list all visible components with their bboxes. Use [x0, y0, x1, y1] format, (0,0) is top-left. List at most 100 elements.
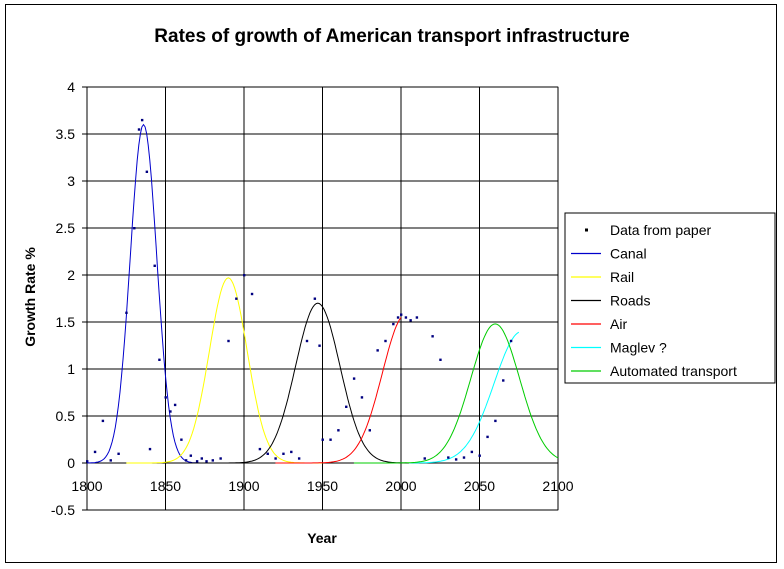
data-point	[109, 459, 112, 462]
legend-entry-label: Automated transport	[610, 363, 737, 379]
data-point	[439, 358, 442, 361]
data-point	[396, 316, 400, 319]
x-tick-label: 2000	[385, 478, 416, 494]
data-point	[137, 128, 141, 131]
data-point	[205, 460, 208, 463]
data-point	[431, 335, 434, 338]
legend-entry-label: Maglev ?	[610, 340, 667, 356]
data-point	[274, 457, 277, 460]
data-point	[462, 456, 466, 459]
data-point	[189, 454, 193, 457]
data-point	[478, 454, 481, 457]
y-axis-title: Growth Rate %	[22, 247, 38, 347]
data-point	[140, 118, 144, 122]
data-point	[384, 339, 387, 343]
y-tick-label: -0.5	[51, 502, 75, 518]
data-point	[282, 452, 285, 455]
y-tick-label: 1	[67, 361, 75, 377]
data-point	[368, 429, 371, 432]
data-point	[423, 457, 426, 460]
y-tick-label: 0.5	[56, 408, 76, 424]
x-tick-label: 1800	[71, 478, 102, 494]
x-tick-label: 1900	[228, 478, 259, 494]
data-point	[117, 452, 120, 455]
data-point	[86, 460, 89, 463]
data-point	[219, 457, 222, 460]
data-point	[235, 297, 238, 300]
series-line-roads	[189, 302, 409, 464]
y-tick-label: 1.5	[56, 314, 76, 330]
data-point	[148, 447, 152, 451]
legend-entry-label: Data from paper	[610, 222, 711, 238]
data-point	[200, 457, 204, 460]
chart-title: Rates of growth of American transport in…	[154, 26, 629, 47]
y-tick-label: 2.5	[56, 220, 76, 236]
series-line-maglev	[408, 331, 520, 464]
plot-area: -0.5 0 0.5 1 1.5 2 2.5 3 3.5 4 1800 1850 1900 1950 200…	[51, 79, 574, 518]
legend-entry-label: Roads	[610, 293, 650, 309]
y-tick-label: 3	[67, 173, 75, 189]
data-point	[318, 344, 321, 347]
x-axis-title: Year	[307, 530, 337, 546]
data-point	[211, 459, 214, 462]
data-point	[329, 438, 332, 441]
data-point	[297, 457, 301, 460]
data-point	[258, 447, 262, 451]
data-point	[376, 349, 379, 352]
data-point	[101, 419, 105, 423]
legend: Data from paper Canal Rail Roads Air Maglev ?…	[564, 212, 776, 384]
data-point	[392, 322, 395, 326]
data-point	[153, 264, 156, 267]
data-point	[509, 339, 513, 343]
data-point	[409, 319, 412, 322]
legend-box	[564, 212, 776, 384]
data-point	[180, 438, 183, 441]
y-tick-label: 2	[67, 267, 75, 283]
data-point	[290, 450, 293, 454]
data-point	[125, 311, 128, 314]
data-point	[404, 316, 408, 319]
legend-entry-label: Rail	[610, 269, 634, 285]
x-tick-label: 1950	[307, 478, 338, 494]
data-point	[243, 274, 246, 277]
data-point	[321, 438, 324, 441]
data-point	[345, 405, 348, 408]
data-point	[352, 377, 356, 380]
legend-marker	[585, 228, 588, 232]
series-line-automated-transport	[353, 323, 559, 464]
data-point	[145, 170, 149, 173]
data-point	[486, 435, 489, 439]
data-point	[454, 458, 458, 461]
x-tick-label: 2050	[464, 478, 495, 494]
data-point	[158, 358, 161, 361]
y-tick-label: 3.5	[56, 126, 76, 142]
legend-entry-label: Air	[610, 316, 627, 332]
data-point	[266, 452, 269, 455]
y-tick-label: 0	[67, 455, 75, 471]
data-point	[250, 292, 254, 296]
data-point	[400, 313, 403, 316]
data-point	[173, 403, 177, 407]
series-line-rail	[126, 277, 323, 464]
data-point	[447, 456, 450, 459]
data-point	[195, 460, 199, 463]
data-point	[313, 297, 317, 300]
series-line-air	[275, 317, 402, 464]
x-tick-label: 2100	[542, 478, 573, 494]
legend-entry-label: Canal	[610, 246, 647, 262]
data-point	[415, 316, 419, 319]
data-point	[133, 227, 136, 230]
data-point	[360, 396, 364, 399]
y-tick-label: 4	[67, 79, 75, 95]
data-point	[169, 410, 172, 413]
data-point	[337, 429, 340, 432]
data-point	[184, 459, 188, 462]
data-point	[502, 379, 505, 382]
data-point	[164, 396, 167, 399]
data-point	[305, 339, 309, 343]
x-tick-label: 1850	[150, 478, 181, 494]
data-point	[93, 450, 97, 454]
data-point	[227, 339, 230, 343]
data-point	[494, 419, 497, 423]
